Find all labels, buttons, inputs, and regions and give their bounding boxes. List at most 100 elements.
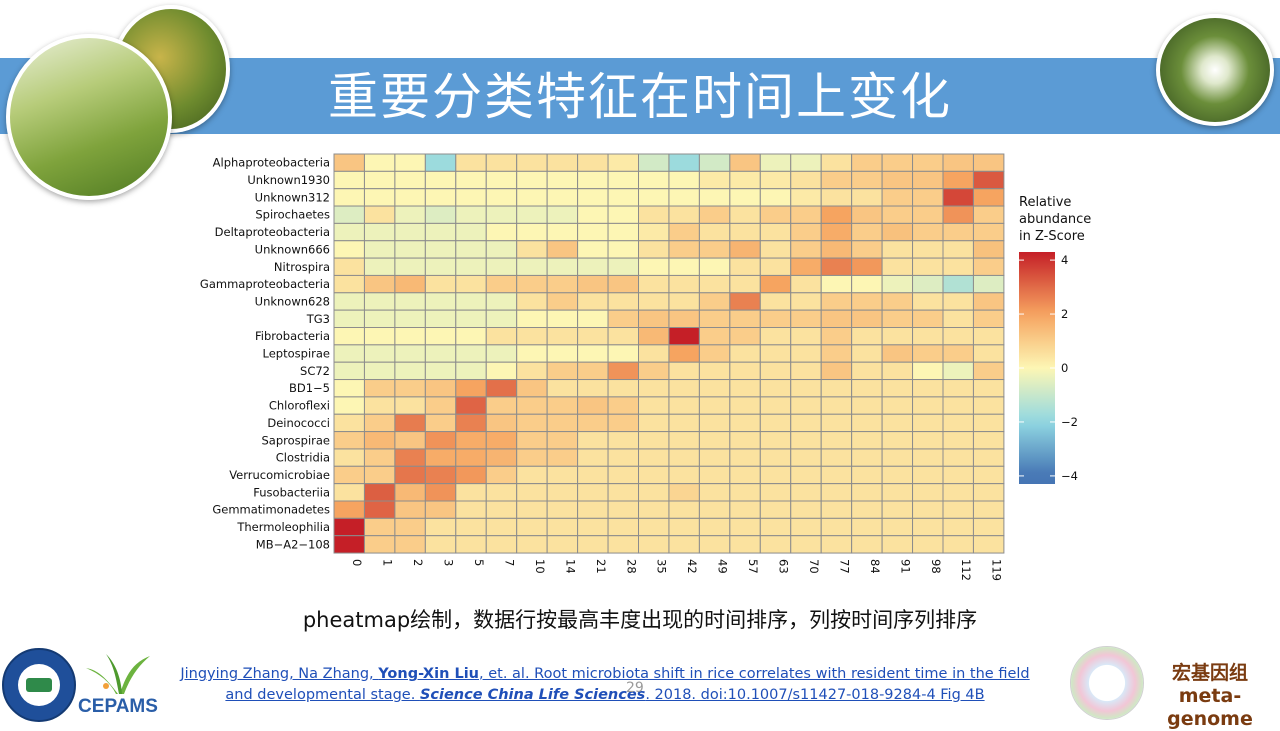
heatmap-cell — [912, 170, 944, 190]
heatmap-cell — [424, 327, 457, 346]
heatmap-cell — [546, 222, 579, 242]
heatmap-cell — [363, 257, 396, 276]
heatmap-cell — [607, 396, 639, 415]
heatmap-cell — [363, 413, 396, 433]
legend-tick-label: 0 — [1061, 361, 1068, 375]
heatmap-cell — [790, 396, 822, 415]
heatmap-cell — [759, 465, 792, 485]
heatmap-cell — [881, 309, 914, 328]
column-label: 7 — [502, 559, 516, 566]
heatmap-cell — [638, 517, 670, 537]
heatmap-cell — [516, 309, 548, 328]
heatmap-cell — [638, 240, 670, 259]
heatmap-cell — [516, 240, 548, 259]
heatmap-cell — [820, 500, 853, 519]
heatmap-cell — [668, 292, 700, 311]
heatmap-cell — [820, 361, 853, 381]
heatmap-cell — [546, 240, 579, 259]
heatmap-cell — [638, 379, 670, 398]
heatmap-cell — [942, 309, 974, 328]
heatmap-cell — [638, 292, 670, 311]
heatmap-cell — [607, 188, 639, 207]
row-label: Fibrobacteria — [255, 329, 330, 343]
heatmap-cell — [942, 517, 974, 537]
heatmap-cell — [577, 257, 609, 276]
heatmap-cell — [546, 500, 579, 519]
heatmap-cell — [729, 170, 761, 190]
heatmap-cell — [759, 170, 792, 190]
heatmap-cell — [638, 500, 670, 519]
heatmap-cell — [424, 431, 457, 450]
heatmap-cell — [820, 153, 853, 172]
heatmap-cell — [363, 170, 396, 190]
heatmap-cell — [851, 274, 883, 294]
heatmap-cell — [729, 500, 761, 519]
heatmap-cell — [912, 153, 944, 172]
heatmap-cell — [363, 292, 396, 311]
heatmap-cell — [851, 379, 883, 398]
heatmap-cell — [455, 500, 487, 519]
heatmap-cell — [881, 448, 914, 467]
heatmap-cell — [485, 240, 518, 259]
heatmap-cell — [455, 205, 487, 224]
heatmap-cell — [455, 379, 487, 398]
heatmap-cell — [333, 396, 365, 415]
heatmap-cell — [516, 344, 548, 363]
heatmap-cell — [424, 465, 457, 485]
heatmap-cell — [729, 361, 761, 381]
heatmap-cell — [394, 517, 426, 537]
heatmap-cell — [759, 431, 792, 450]
heatmap-cell — [455, 327, 487, 346]
heatmap-cell — [333, 153, 365, 172]
heatmap-cell — [577, 500, 609, 519]
heatmap-cell — [851, 431, 883, 450]
heatmap-cell — [607, 274, 639, 294]
heatmap-cell — [820, 379, 853, 398]
heatmap-cell — [546, 379, 579, 398]
heatmap-cell — [546, 431, 579, 450]
heatmap-cell — [790, 327, 822, 346]
heatmap-cell — [820, 205, 853, 224]
brand-text: 宏基因组 meta-genome — [1140, 662, 1280, 731]
heatmap-cell — [546, 188, 579, 207]
heatmap-cell — [577, 292, 609, 311]
heatmap-cell — [912, 483, 944, 502]
heatmap-cell — [424, 240, 457, 259]
heatmap-cell — [912, 240, 944, 259]
heatmap-cell — [455, 344, 487, 363]
reference-link[interactable]: Jingying Zhang, Na Zhang, Yong-Xin Liu, … — [170, 664, 1040, 706]
seal-mark — [26, 678, 52, 692]
heatmap-cell — [942, 327, 974, 346]
heatmap-cell — [820, 292, 853, 311]
heatmap-cell — [912, 274, 944, 294]
heatmap-cell — [972, 309, 1005, 328]
heatmap-cell — [516, 535, 548, 554]
cepams-logo: CEPAMS — [76, 648, 160, 720]
heatmap-cell — [698, 309, 731, 328]
heatmap-cell — [759, 517, 792, 537]
heatmap-cell — [516, 292, 548, 311]
heatmap-cell — [485, 396, 518, 415]
heatmap-cell — [546, 344, 579, 363]
heatmap-cell — [881, 413, 914, 433]
heatmap-cell — [485, 448, 518, 467]
heatmap-cell — [851, 361, 883, 381]
heatmap-cell — [333, 292, 365, 311]
heatmap-cell — [333, 327, 365, 346]
heatmap-cell — [668, 240, 700, 259]
heatmap-cell — [363, 517, 396, 537]
heatmap-cell — [820, 274, 853, 294]
heatmap-cell — [546, 327, 579, 346]
heatmap-cell — [516, 483, 548, 502]
heatmap-cell — [972, 379, 1005, 398]
heatmap-cell — [972, 396, 1005, 415]
heatmap-cell — [333, 361, 365, 381]
heatmap-cell — [881, 379, 914, 398]
heatmap-cell — [759, 292, 792, 311]
heatmap-cell — [881, 344, 914, 363]
heatmap-cell — [851, 413, 883, 433]
heatmap-cell — [881, 361, 914, 381]
heatmap-cell — [485, 274, 518, 294]
heatmap-cell — [333, 465, 365, 485]
row-label: Verrucomicrobiae — [229, 468, 330, 482]
